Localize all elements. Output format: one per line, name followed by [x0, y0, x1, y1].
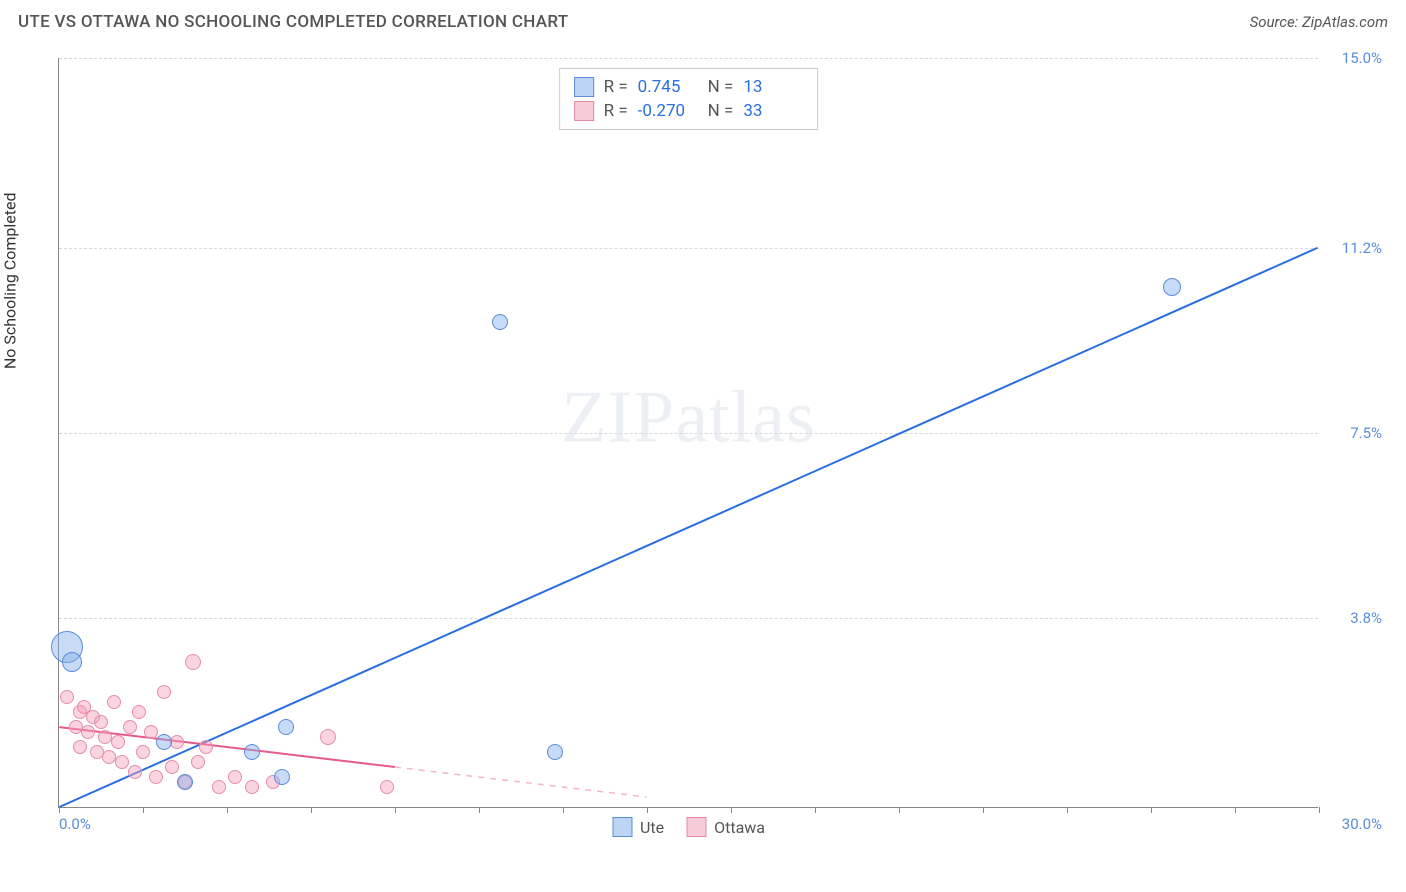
data-point-ottawa: [191, 755, 205, 769]
y-tick-label: 15.0%: [1342, 49, 1382, 67]
swatch-blue-icon: [574, 77, 594, 97]
data-point-ute: [274, 769, 290, 785]
plot-area: ZIPatlas 3.8%7.5%11.2%15.0% R = 0.745 N …: [58, 58, 1318, 808]
chart-container: No Schooling Completed ZIPatlas 3.8%7.5%…: [18, 48, 1388, 848]
x-tick: [1235, 807, 1236, 813]
legend-item-ute: Ute: [612, 817, 664, 837]
series-legend: Ute Ottawa: [612, 817, 765, 837]
x-tick: [647, 807, 648, 813]
data-point-ottawa: [245, 780, 259, 794]
x-tick: [479, 807, 480, 813]
swatch-blue-icon: [612, 817, 632, 837]
x-tick: [983, 807, 984, 813]
x-tick: [1319, 807, 1320, 813]
x-tick: [143, 807, 144, 813]
data-point-ottawa: [81, 725, 95, 739]
legend-row-ute: R = 0.745 N = 13: [574, 75, 804, 99]
data-point-ottawa: [128, 765, 142, 779]
legend-item-ottawa: Ottawa: [686, 817, 765, 837]
data-point-ute: [1163, 278, 1181, 296]
data-point-ottawa: [123, 720, 137, 734]
x-tick: [395, 807, 396, 813]
x-tick: [731, 807, 732, 813]
x-tick: [311, 807, 312, 813]
x-tick: [59, 807, 60, 813]
data-point-ottawa: [199, 740, 213, 754]
correlation-legend: R = 0.745 N = 13 R = -0.270 N = 33: [559, 68, 819, 130]
data-point-ottawa: [107, 695, 121, 709]
y-tick-label: 3.8%: [1350, 609, 1382, 627]
data-point-ottawa: [165, 760, 179, 774]
data-point-ottawa: [132, 705, 146, 719]
data-point-ottawa: [212, 780, 226, 794]
x-tick: [1067, 807, 1068, 813]
data-point-ute: [547, 744, 563, 760]
chart-title: UTE VS OTTAWA NO SCHOOLING COMPLETED COR…: [18, 12, 568, 32]
data-point-ottawa: [111, 735, 125, 749]
y-axis-label: No Schooling Completed: [1, 192, 20, 369]
data-point-ute: [244, 744, 260, 760]
data-point-ottawa: [157, 685, 171, 699]
data-point-ute: [62, 652, 82, 672]
y-tick-label: 7.5%: [1350, 424, 1382, 442]
data-point-ottawa: [73, 740, 87, 754]
y-tick-label: 11.2%: [1342, 239, 1382, 257]
x-tick: [1151, 807, 1152, 813]
data-point-ottawa: [115, 755, 129, 769]
data-point-ottawa: [149, 770, 163, 784]
data-point-ottawa: [185, 654, 201, 670]
x-tick: [899, 807, 900, 813]
x-tick: [563, 807, 564, 813]
data-point-ute: [492, 314, 508, 330]
data-point-ute: [278, 719, 294, 735]
x-tick: [815, 807, 816, 813]
data-point-ute: [177, 774, 193, 790]
x-min-label: 0.0%: [59, 815, 91, 833]
data-point-ottawa: [94, 715, 108, 729]
swatch-pink-icon: [574, 101, 594, 121]
data-point-ottawa: [380, 780, 394, 794]
x-max-label: 30.0%: [1342, 815, 1382, 833]
data-point-ottawa: [136, 745, 150, 759]
legend-row-ottawa: R = -0.270 N = 33: [574, 99, 804, 123]
trend-lines: [59, 58, 1318, 807]
swatch-pink-icon: [686, 817, 706, 837]
data-point-ottawa: [320, 729, 336, 745]
source-attribution: Source: ZipAtlas.com: [1250, 13, 1388, 31]
data-point-ottawa: [60, 690, 74, 704]
x-tick: [227, 807, 228, 813]
data-point-ute: [156, 734, 172, 750]
data-point-ottawa: [228, 770, 242, 784]
